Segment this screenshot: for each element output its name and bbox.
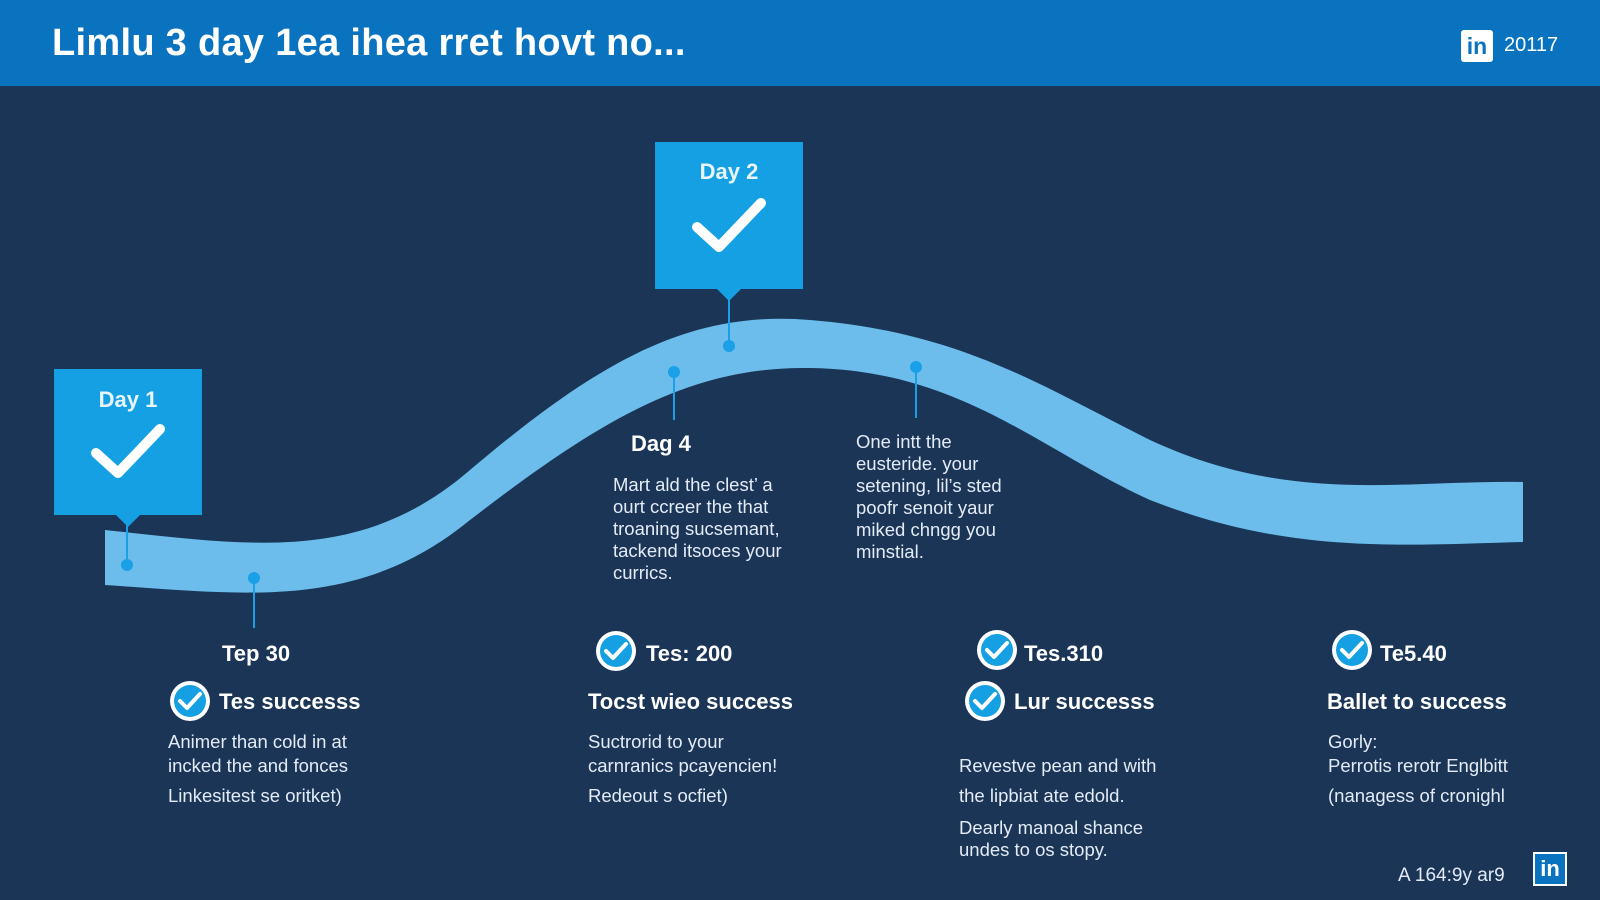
- callout-pointer: [116, 515, 140, 527]
- check-circle-icon: [1332, 630, 1372, 670]
- note-line: currics.: [613, 562, 673, 583]
- column1-description: Animer than cold in at incked the and fo…: [168, 731, 348, 807]
- description-line: incked the and fonces: [168, 755, 348, 776]
- note-line: eusteride. your: [856, 453, 979, 474]
- description-line: (nanagess of cronighl: [1328, 785, 1505, 806]
- description-line: Animer than cold in at: [168, 731, 347, 752]
- ribbon-shape: [105, 318, 1523, 593]
- check-circle-icon: [596, 631, 636, 671]
- column3-success: Lur successs: [1014, 689, 1155, 714]
- check-icon: [692, 198, 766, 252]
- description-line: Revestve pean and with: [959, 755, 1157, 776]
- description-line: Redeout s ocfiet): [588, 785, 728, 806]
- column4-description: Gorly: Perrotis rerotr Englbitt (nanages…: [1328, 731, 1508, 807]
- description-line: Dearly manoal shance: [959, 817, 1144, 838]
- connector-dot: [121, 559, 133, 571]
- page-title: Limlu 3 day 1ea ihea rret hovt no...: [52, 22, 686, 64]
- column2-description: Suctrorid to your carnranics pcayencien!…: [588, 731, 777, 807]
- column2-success: Tocst wieo success: [588, 689, 794, 714]
- column3-description: Revestve pean and with the lipbiat ate e…: [959, 755, 1156, 861]
- connector-dot: [723, 340, 735, 352]
- note-line: poofr senoit yaur: [856, 497, 994, 518]
- note-line: minstial.: [856, 541, 924, 562]
- note-line: miked chngg you: [856, 519, 996, 540]
- check-circle-icon: [965, 681, 1005, 721]
- check-circle-icon: [977, 630, 1017, 670]
- column1-step: Tep 30: [222, 641, 291, 666]
- day2-label: Day 2: [699, 159, 759, 184]
- column2-step: Tes: 200: [646, 641, 733, 666]
- check-circle-icon: [170, 681, 210, 721]
- description-line: carnranics pcayencien!: [588, 755, 778, 776]
- description-line: Perrotis rerotr Englbitt: [1328, 755, 1508, 776]
- description-line: undes to os stopy.: [959, 839, 1108, 860]
- column1-success: Tes successs: [219, 689, 361, 714]
- header-year: 20117: [1504, 34, 1559, 56]
- header-bar: Limlu 3 day 1ea ihea rret hovt no... in …: [0, 0, 1600, 86]
- description-line: Gorly:: [1328, 731, 1378, 752]
- note-line: One intt the: [856, 431, 952, 452]
- description-line: the lipbiat ate edold.: [959, 785, 1125, 806]
- connector-dot: [668, 366, 680, 378]
- linkedin-logo-icon: in: [1533, 852, 1567, 886]
- check-icon: [91, 424, 165, 478]
- day2-milestone-box: Day 2: [655, 142, 803, 301]
- description-line: Linkesitest se oritket): [168, 785, 342, 806]
- dag4-heading: Dag 4: [631, 431, 691, 456]
- note-line: troaning sucsemant,: [613, 518, 780, 539]
- dag4-description: Mart ald the clest’ a ourt ccreer the th…: [613, 474, 782, 584]
- note-line: Mart ald the clest’ a: [613, 474, 773, 495]
- day1-milestone-box: Day 1: [54, 369, 202, 527]
- column3-step: Tes.310: [1024, 641, 1104, 666]
- connector-dot: [910, 361, 922, 373]
- connector-dot: [248, 572, 260, 584]
- day1-label: Day 1: [98, 387, 158, 412]
- callout-pointer: [717, 289, 741, 301]
- linkedin-logo-icon: in: [1461, 30, 1493, 62]
- column4-step: Te5.40: [1380, 641, 1447, 666]
- note-line: ourt ccreer the that: [613, 496, 769, 517]
- right-note-description: One intt the eusteride. your setening, l…: [856, 431, 1002, 563]
- note-line: tackend itsoces your: [613, 540, 782, 561]
- column4-success: Ballet to success: [1327, 689, 1507, 714]
- note-line: setening, lil’s sted: [856, 475, 1002, 496]
- footer-text: A 164:9y ar9: [1398, 865, 1505, 886]
- description-line: Suctrorid to your: [588, 731, 724, 752]
